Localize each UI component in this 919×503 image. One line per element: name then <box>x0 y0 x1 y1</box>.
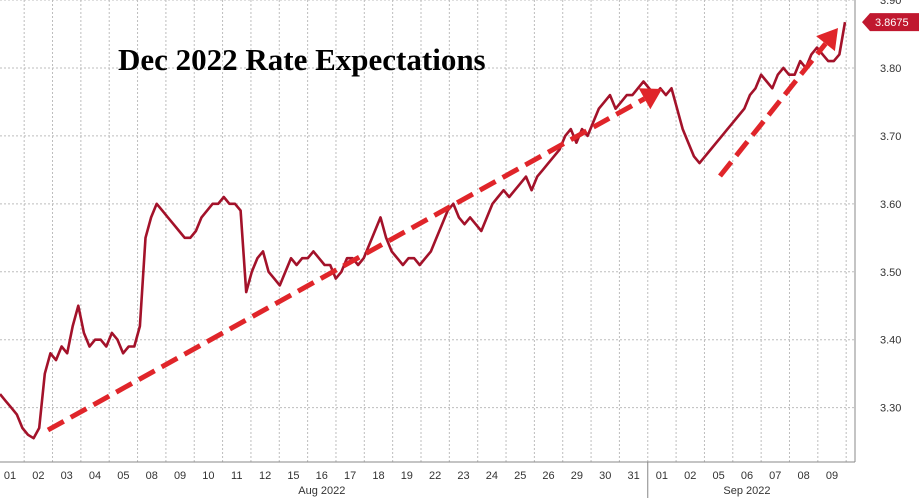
last-value-marker <box>862 13 919 32</box>
y-tick-label: 3.90 <box>880 0 901 7</box>
x-tick-label: 01 <box>4 470 16 482</box>
series-line <box>0 21 847 440</box>
x-tick-label: 22 <box>429 470 441 482</box>
x-tick-label: 03 <box>61 470 73 482</box>
x-tick-label: 07 <box>769 470 781 482</box>
x-tick-label: 10 <box>202 470 214 482</box>
x-tick-label: 04 <box>89 470 101 482</box>
x-tick-label: 01 <box>656 470 668 482</box>
x-tick-label: 09 <box>174 470 186 482</box>
x-tick-label: 09 <box>826 470 838 482</box>
trend-arrow-shaft <box>46 96 646 433</box>
x-tick-label: 18 <box>372 470 384 482</box>
y-tick-label: 3.40 <box>880 335 901 347</box>
series-line-group <box>0 21 847 440</box>
x-tick-label: 31 <box>627 470 639 482</box>
x-tick-label: 23 <box>457 470 469 482</box>
y-tick-label: 3.80 <box>880 63 901 75</box>
trend-arrows <box>46 28 838 433</box>
x-tick-label: 05 <box>712 470 724 482</box>
x-tick-label: 25 <box>514 470 526 482</box>
x-tick-label: 26 <box>542 470 554 482</box>
x-tick-label: 06 <box>741 470 753 482</box>
x-tick-label: 02 <box>684 470 696 482</box>
x-tick-label: 15 <box>287 470 299 482</box>
trend-arrow-shaft <box>718 42 828 178</box>
x-tick-label: 08 <box>798 470 810 482</box>
x-tick-label: 29 <box>571 470 583 482</box>
x-tick-label: 16 <box>316 470 328 482</box>
y-tick-label: 3.30 <box>880 403 901 415</box>
trend-arrow-head <box>638 88 662 110</box>
trend-arrow-head <box>816 28 838 52</box>
x-tick-label: 12 <box>259 470 271 482</box>
last-value-badge: 3.8675 <box>862 13 919 32</box>
y-tick-label: 3.60 <box>880 199 901 211</box>
trend-arrow-sep <box>718 28 838 178</box>
month-label-sep: Sep 2022 <box>723 485 770 497</box>
grid <box>0 0 855 462</box>
x-tick-label: 17 <box>344 470 356 482</box>
last-value-label: 3.8675 <box>875 17 909 29</box>
y-tick-label: 3.70 <box>880 131 901 143</box>
y-tick-label: 3.50 <box>880 267 901 279</box>
x-tick-label: 05 <box>117 470 129 482</box>
chart-title: Dec 2022 Rate Expectations <box>118 42 486 77</box>
x-tick-label: 19 <box>401 470 413 482</box>
x-tick-label: 11 <box>231 470 242 482</box>
x-tick-label: 02 <box>32 470 44 482</box>
month-label-aug: Aug 2022 <box>298 485 345 497</box>
trend-arrow-aug <box>46 88 662 433</box>
x-tick-label: 30 <box>599 470 611 482</box>
x-tick-label: 24 <box>486 470 498 482</box>
x-tick-label: 08 <box>146 470 158 482</box>
